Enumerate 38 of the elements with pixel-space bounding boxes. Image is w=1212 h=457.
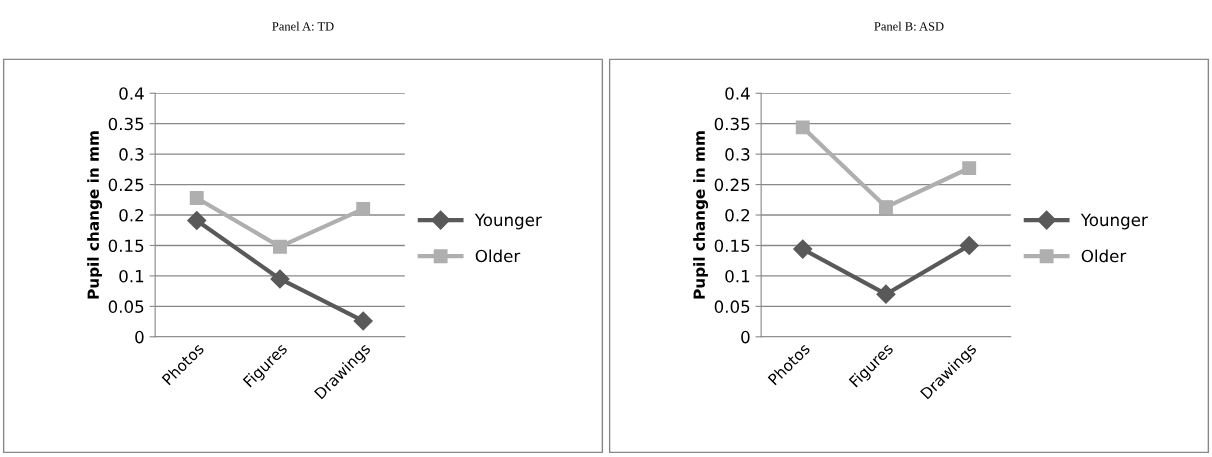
y-tick-label: 0.15 (714, 239, 750, 253)
y-tick-label: 0.1 (119, 269, 144, 283)
y-tick-label: 0.25 (714, 178, 750, 192)
point (353, 311, 373, 331)
y-tick-label: 0.05 (714, 300, 750, 313)
y-tick-label: 0 (135, 330, 144, 344)
point (879, 200, 893, 215)
y-tick-label: 0.2 (119, 208, 144, 222)
point (189, 191, 204, 205)
chart-title: Panel B: ASD (874, 21, 944, 31)
point (876, 284, 896, 304)
y-tick-label: 0.4 (119, 87, 144, 100)
y-tick-label: 0 (741, 330, 750, 344)
y-tick-label: 0.25 (108, 178, 144, 192)
point (356, 201, 371, 216)
y-tick-label: 0.3 (725, 148, 750, 161)
legend-label: Older (475, 249, 521, 263)
point (187, 210, 207, 231)
y-tick-label: 0.05 (108, 300, 144, 313)
y-axis-title: Pupil change in mm (693, 131, 709, 299)
chart-title: Panel A: TD (272, 21, 334, 31)
legend-label: Older (1081, 249, 1127, 263)
y-tick-label: 0.3 (119, 148, 144, 161)
point (962, 161, 977, 176)
y-tick-label: 0.35 (108, 117, 144, 131)
point (273, 239, 287, 254)
legend-label: Younger (474, 213, 542, 230)
y-tick-label: 0.15 (108, 239, 144, 253)
y-tick-label: 0.35 (714, 117, 750, 131)
y-tick-label: 0.1 (725, 269, 750, 283)
y-tick-label: 0.4 (725, 87, 750, 100)
y-tick-label: 0.2 (725, 208, 750, 222)
legend-label: Younger (1080, 213, 1148, 230)
y-axis-title: Pupil change in mm (87, 131, 103, 299)
point (793, 239, 813, 259)
point (795, 120, 810, 135)
point (959, 235, 979, 256)
point (270, 269, 290, 289)
